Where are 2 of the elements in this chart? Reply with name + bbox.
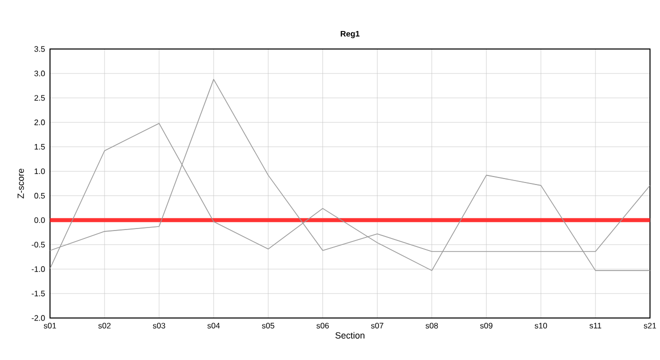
x-axis-title: Section bbox=[335, 332, 364, 339]
y-axis-title: Z-score bbox=[18, 168, 24, 198]
